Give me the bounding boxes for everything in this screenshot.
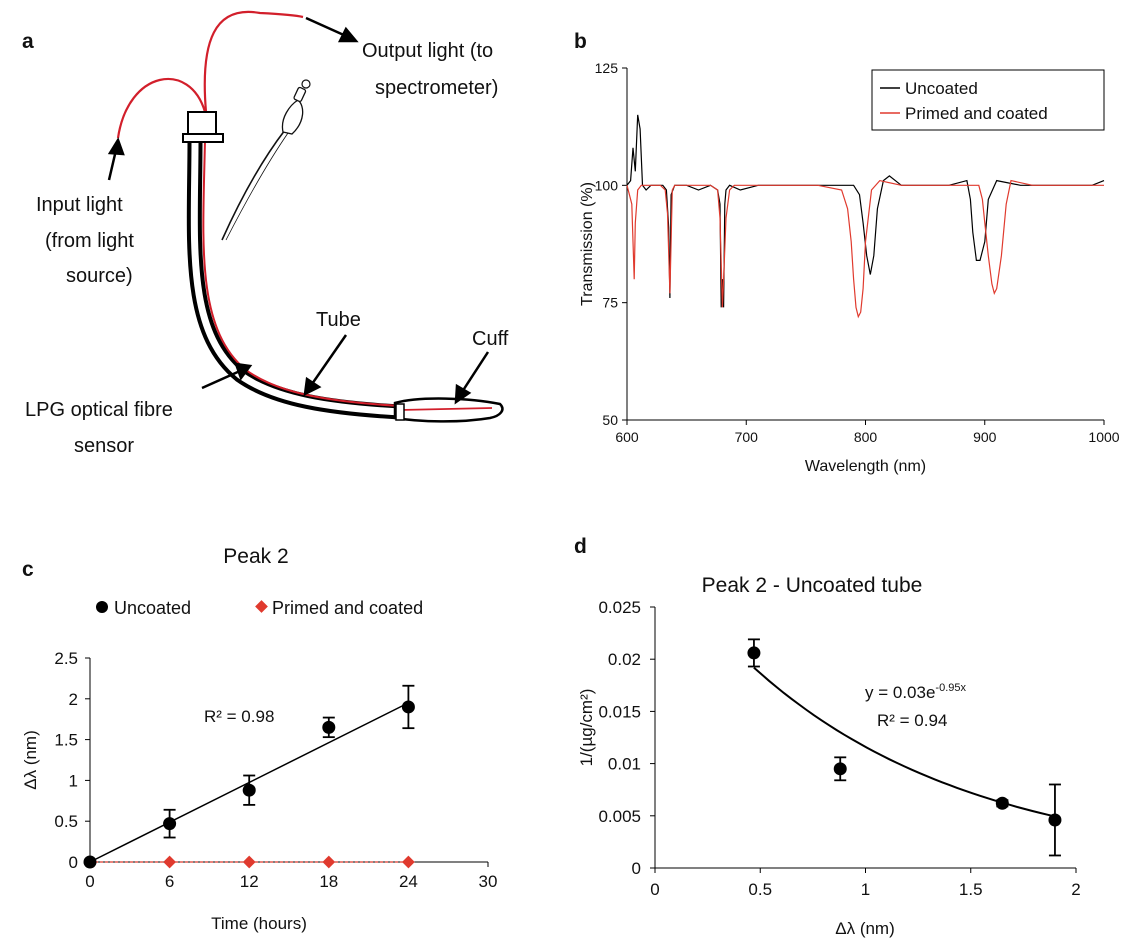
legend-box: [871, 69, 1105, 131]
data-point-uncoated: [83, 855, 97, 869]
y-tick-label: 0.02: [608, 650, 641, 669]
data-point: [1048, 813, 1062, 827]
arrowhead-input: [107, 137, 125, 156]
data-point: [747, 646, 761, 660]
x-tick-label: 6: [165, 872, 174, 891]
x-tick-label: 0: [85, 872, 94, 891]
legend-marker-0: [96, 601, 108, 613]
label-cuff: Cuff: [472, 328, 509, 350]
x-axis-label: Time (hours): [211, 914, 307, 933]
y-tick-label: 0.01: [608, 755, 641, 774]
chart-title: Peak 2: [223, 545, 288, 568]
tube-connector: [187, 111, 217, 137]
y-tick-label: 0.005: [598, 807, 641, 826]
legend-label-1: Primed and coated: [905, 104, 1048, 123]
data-point-uncoated: [401, 700, 415, 714]
data-point: [995, 796, 1009, 810]
pilot-valve-cap: [301, 79, 311, 89]
x-tick-label: 0.5: [748, 880, 772, 899]
y-tick-label: 1.5: [54, 731, 78, 750]
cuff-fibre: [399, 407, 493, 411]
pilot-balloon-line: [221, 129, 286, 241]
label-output-light-2: spectrometer): [375, 77, 498, 99]
pilot-balloon-line-2: [225, 132, 289, 241]
series-line-1: [626, 179, 1104, 319]
y-tick-label: 0: [632, 859, 641, 878]
label-output-light-1: Output light (to: [362, 40, 493, 62]
y-tick-label: 100: [595, 177, 619, 193]
label-sensor-1: LPG optical fibre: [25, 399, 173, 421]
pilot-valve: [293, 86, 307, 103]
annotation-equation-exponent: -0.95x: [935, 682, 966, 694]
panel-letter-a: a: [22, 30, 34, 53]
y-tick-label: 50: [602, 412, 618, 428]
legend-label-1: Primed and coated: [272, 598, 423, 618]
tube-connector-flange: [182, 133, 224, 143]
y-tick-label: 2: [69, 690, 78, 709]
arrow-output: [305, 16, 347, 38]
x-tick-label: 30: [479, 872, 498, 891]
label-tube: Tube: [316, 309, 361, 331]
x-tick-label: 12: [240, 872, 259, 891]
cuff: [393, 397, 504, 423]
annotation-r2: R² = 0.98: [204, 707, 274, 726]
y-tick-label: 125: [595, 60, 619, 76]
x-tick-label: 0: [650, 880, 659, 899]
input-fibre: [116, 77, 207, 139]
panel-letter-c: c: [22, 558, 34, 581]
y-tick-label: 1: [69, 771, 78, 790]
x-tick-label: 24: [399, 872, 418, 891]
arrowhead-output: [337, 26, 359, 43]
y-tick-label: 0.015: [598, 702, 641, 721]
data-point: [833, 762, 847, 776]
data-point-uncoated: [163, 817, 177, 831]
y-tick-label: 0: [69, 853, 78, 872]
y-tick-label: 0.5: [54, 812, 78, 831]
y-axis-label: 1/(µg/cm²): [577, 689, 596, 767]
arrowhead-tube: [303, 376, 322, 397]
annotation-r2: R² = 0.94: [877, 711, 947, 730]
x-tick-label: 1000: [1088, 429, 1119, 445]
x-tick-label: 800: [854, 429, 878, 445]
y-axis-label: Δλ (nm): [21, 730, 40, 790]
y-axis-label: Transmission (%): [579, 182, 596, 306]
arrowhead-cuff: [454, 383, 472, 405]
annotation-equation: y = 0.03e-0.95x: [865, 682, 966, 702]
x-tick-label: 600: [615, 429, 639, 445]
arrowhead-sensor: [234, 362, 253, 381]
tube-lumen: [190, 139, 481, 416]
label-input-light-3: source): [66, 265, 133, 287]
panel-letter-b: b: [574, 30, 587, 53]
legend-label-0: Uncoated: [905, 79, 978, 98]
y-tick-label: 2.5: [54, 649, 78, 668]
arrow-tube: [310, 334, 348, 385]
x-tick-label: 900: [973, 429, 997, 445]
chart-title: Peak 2 - Uncoated tube: [702, 574, 923, 597]
x-tick-label: 700: [735, 429, 759, 445]
output-fibre: [203, 10, 304, 113]
y-tick-label: 0.025: [598, 598, 641, 617]
y-tick-label: 75: [602, 295, 618, 311]
label-input-light-2: (from light: [45, 230, 134, 252]
arrow-sensor: [201, 369, 241, 390]
arrow-cuff: [460, 351, 490, 393]
arrow-input: [107, 149, 118, 181]
x-tick-label: 1: [861, 880, 870, 899]
label-sensor-2: sensor: [74, 435, 134, 457]
legend-label-0: Uncoated: [114, 598, 191, 618]
data-point-uncoated: [242, 783, 256, 797]
cuff-ring: [395, 403, 405, 421]
x-axis-label: Wavelength (nm): [805, 458, 926, 475]
x-tick-label: 18: [319, 872, 338, 891]
x-tick-label: 1.5: [959, 880, 983, 899]
x-axis-label: Δλ (nm): [835, 919, 895, 938]
label-input-light-1: Input light: [36, 194, 123, 216]
panel-letter-d: d: [574, 535, 587, 558]
x-tick-label: 2: [1071, 880, 1080, 899]
data-point-uncoated: [322, 720, 336, 734]
